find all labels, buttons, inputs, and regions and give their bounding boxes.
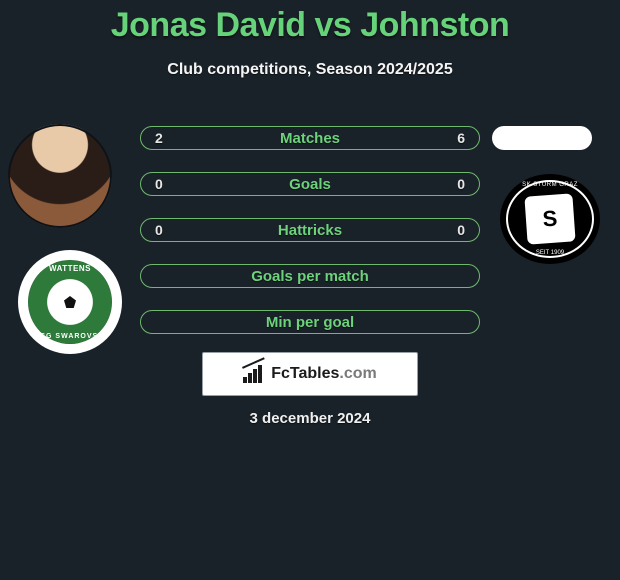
brand-text: FcTables.com	[271, 365, 377, 383]
stat-right-value: 0	[457, 219, 465, 241]
brand-suffix: .com	[339, 365, 376, 382]
club-left-bottom-text: WSG SWAROVSKI	[28, 333, 112, 340]
club-right-bottom-text: SEIT 1909	[500, 250, 600, 256]
stat-label: Goals	[289, 176, 331, 193]
stat-row-min-per-goal: Min per goal	[140, 310, 480, 334]
stat-right-value: 0	[457, 173, 465, 195]
brand-main: FcTables	[271, 365, 339, 382]
club-left-top-text: WATTENS	[28, 264, 112, 273]
stat-label: Min per goal	[266, 314, 354, 331]
stat-row-goals: 0 Goals 0	[140, 172, 480, 196]
stat-label: Goals per match	[251, 268, 369, 285]
club-badge-left: WATTENS WSG SWAROVSKI	[18, 250, 122, 354]
stat-right-value: 6	[457, 127, 465, 149]
soccer-ball-icon	[53, 285, 87, 319]
stat-left-value: 0	[155, 219, 163, 241]
stat-row-goals-per-match: Goals per match	[140, 264, 480, 288]
brand-badge: FcTables.com	[202, 352, 418, 396]
player-avatar-right	[492, 126, 592, 150]
subtitle: Club competitions, Season 2024/2025	[0, 61, 620, 79]
stat-left-value: 0	[155, 173, 163, 195]
bar-chart-icon	[243, 365, 265, 383]
stat-row-hattricks: 0 Hattricks 0	[140, 218, 480, 242]
club-right-monogram: S	[524, 193, 575, 244]
club-badge-right: SK STURM GRAZ S SEIT 1909	[500, 174, 600, 264]
club-right-top-text: SK STURM GRAZ	[500, 182, 600, 188]
page-title: Jonas David vs Johnston	[0, 0, 620, 45]
stat-label: Hattricks	[278, 222, 342, 239]
stat-row-matches: 2 Matches 6	[140, 126, 480, 150]
stat-label: Matches	[280, 130, 340, 147]
date-label: 3 december 2024	[0, 410, 620, 427]
player-avatar-left	[8, 124, 112, 228]
stat-left-value: 2	[155, 127, 163, 149]
stats-container: 2 Matches 6 0 Goals 0 0 Hattricks 0 Goal…	[140, 126, 480, 356]
